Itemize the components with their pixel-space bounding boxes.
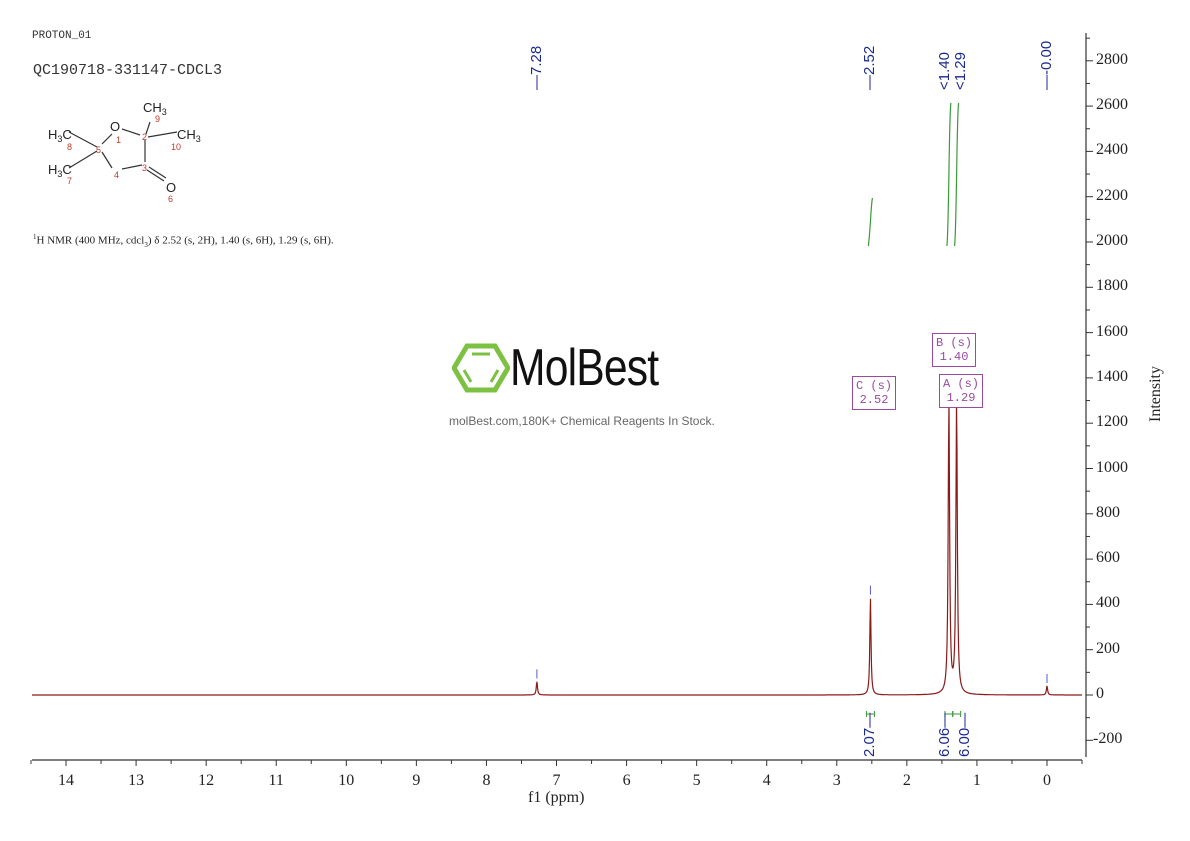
atom-num-7: 7 [67, 176, 72, 186]
x-tick-label: 1 [972, 772, 981, 789]
atom-num-9: 9 [155, 114, 160, 124]
x-tick-label: 8 [482, 772, 491, 789]
integral-value-label: 2.07— [861, 712, 879, 757]
x-tick-label: 3 [832, 772, 841, 789]
oxygen-1-label: O [110, 119, 120, 134]
x-tick-label: 7 [552, 772, 561, 789]
y-tick-label: 800 [1096, 503, 1120, 521]
x-tick-label: 13 [128, 772, 145, 789]
x-tick-label: 6 [622, 772, 631, 789]
ch3-10-label: CH3 [177, 127, 201, 144]
multiplet-box-c: C (s) 2.52 [852, 376, 897, 410]
peak-shift-label: —-0.00 [1038, 40, 1055, 90]
atom-num-2: 2 [142, 132, 147, 142]
nmr-description: 1H NMR (400 MHz, cdcl3) δ 2.52 (s, 2H), … [33, 233, 334, 249]
atom-num-4: 4 [114, 170, 119, 180]
atom-num-5: 5 [96, 145, 101, 155]
ch3-9-label: CH3 [143, 100, 167, 117]
integral-curve [867, 197, 874, 247]
experiment-name: PROTON_01 [32, 30, 92, 42]
y-tick-label: 2400 [1096, 141, 1128, 159]
atom-num-8: 8 [67, 142, 72, 152]
y-tick-label: 2000 [1096, 232, 1128, 249]
watermark-brand: MolBest [510, 339, 659, 397]
x-tick-label: 4 [762, 772, 771, 789]
y-tick-label: 1400 [1096, 367, 1128, 385]
y-axis-label: Intensity [1147, 366, 1164, 422]
sample-id: QC190718-331147-CDCL3 [33, 62, 223, 79]
peak-shift-label: <1.29 [951, 52, 969, 90]
h3c-8-label: H3C [48, 127, 72, 144]
x-axis-label: f1 (ppm) [528, 789, 585, 806]
x-tick-label: 10 [338, 772, 355, 789]
integral-curve [946, 102, 952, 247]
y-tick-label: 400 [1096, 594, 1120, 612]
y-tick-label: 600 [1096, 549, 1120, 567]
y-tick-label: 2200 [1096, 186, 1128, 204]
x-tick-label: 0 [1043, 772, 1051, 789]
y-tick-label: -200 [1093, 730, 1123, 748]
atom-num-10: 10 [171, 142, 181, 152]
y-tick-label: 1000 [1096, 458, 1128, 476]
y-tick-label: 1200 [1096, 413, 1128, 431]
atom-num-3: 3 [142, 163, 147, 173]
multiplet-box-b: B (s) 1.40 [932, 333, 977, 367]
y-tick-label: 0 [1096, 685, 1104, 702]
x-tick-label: 9 [412, 772, 421, 789]
x-tick-label: 12 [198, 772, 215, 789]
y-tick-label: 2600 [1096, 96, 1128, 114]
integral-curve [954, 102, 960, 247]
chemical-structure: O O CH3 CH3 H3C H3C 1 2 3 4 5 6 7 8 9 10 [48, 100, 201, 204]
atom-num-6: 6 [168, 194, 173, 204]
h3c-7-label: H3C [48, 162, 72, 179]
peak-shift-label: —2.52 [861, 45, 879, 90]
molbest-logo-icon [452, 343, 510, 393]
x-tick-label: 14 [58, 772, 75, 789]
multiplet-box-a: A (s) 1.29 [939, 374, 984, 408]
oxygen-6-label: O [166, 180, 176, 195]
x-tick-label: 5 [692, 772, 701, 789]
x-tick-label: 11 [268, 772, 284, 789]
y-tick-label: 2800 [1096, 50, 1128, 68]
spectrum-line [32, 400, 1082, 696]
y-tick-label: 1800 [1096, 277, 1128, 295]
peak-shift-label: —7.28 [527, 45, 545, 90]
y-tick-label: 1600 [1096, 322, 1128, 340]
x-tick-label: 2 [902, 772, 911, 789]
integral-value-label: 6.06— [935, 712, 953, 757]
y-tick-label: 200 [1096, 639, 1120, 657]
peak-shift-label: <1.40 [935, 52, 953, 90]
watermark-tagline: molBest.com,180K+ Chemical Reagents In S… [449, 414, 715, 428]
atom-num-1: 1 [116, 135, 121, 145]
integral-value-label: 6.00— [955, 712, 973, 757]
